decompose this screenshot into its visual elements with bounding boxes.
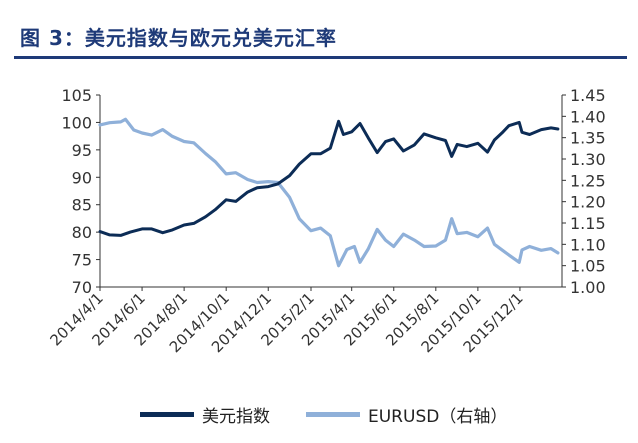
y-right-tick-label: 1.00 bbox=[570, 278, 606, 297]
y-left-tick-label: 75 bbox=[72, 251, 92, 270]
y-right-tick-label: 1.25 bbox=[570, 171, 606, 190]
y-left-tick-label: 85 bbox=[72, 196, 92, 215]
legend-label-eurusd: EURUSD（右轴） bbox=[368, 406, 508, 427]
y-left-tick-label: 80 bbox=[72, 223, 92, 242]
y-right-tick-label: 1.15 bbox=[570, 214, 606, 233]
chart-title: 图 3：美元指数与欧元兑美元汇率 bbox=[20, 26, 337, 50]
y-left-tick-label: 70 bbox=[72, 278, 92, 297]
y-right-tick-label: 1.30 bbox=[570, 150, 606, 169]
legend-swatch-eurusd bbox=[306, 411, 360, 417]
series-layer bbox=[98, 117, 560, 268]
series-line-eurusd bbox=[98, 117, 560, 268]
legend-label-dxy: 美元指数 bbox=[202, 406, 270, 427]
y-right-tick-label: 1.45 bbox=[570, 86, 606, 105]
y-left-tick-label: 95 bbox=[72, 141, 92, 160]
chart-plot: 70 75 80 85 90 95 100 105 1.00 1.05 1.10 1.15 1.20 1.… bbox=[46, 86, 606, 356]
y-left-tick-label: 105 bbox=[61, 86, 92, 105]
chart-legend: 美元指数 EURUSD（右轴） bbox=[140, 402, 543, 427]
y-right-tick-label: 1.40 bbox=[570, 107, 606, 126]
y-right-tick-label: 1.05 bbox=[570, 257, 606, 276]
y-right-tick-label: 1.20 bbox=[570, 193, 606, 212]
y-right-tick-label: 1.10 bbox=[570, 235, 606, 254]
y-left-tick-label: 100 bbox=[61, 113, 92, 132]
legend-item-eurusd: EURUSD（右轴） bbox=[306, 402, 507, 427]
legend-item-dxy: 美元指数 bbox=[140, 402, 270, 427]
legend-swatch-dxy bbox=[140, 411, 194, 417]
y-right-tick-label: 1.35 bbox=[570, 129, 606, 148]
y-left-tick-label: 90 bbox=[72, 168, 92, 187]
chart-header: 图 3：美元指数与欧元兑美元汇率 bbox=[0, 0, 638, 62]
series-line-dxy bbox=[98, 119, 560, 237]
title-underline bbox=[14, 56, 627, 59]
